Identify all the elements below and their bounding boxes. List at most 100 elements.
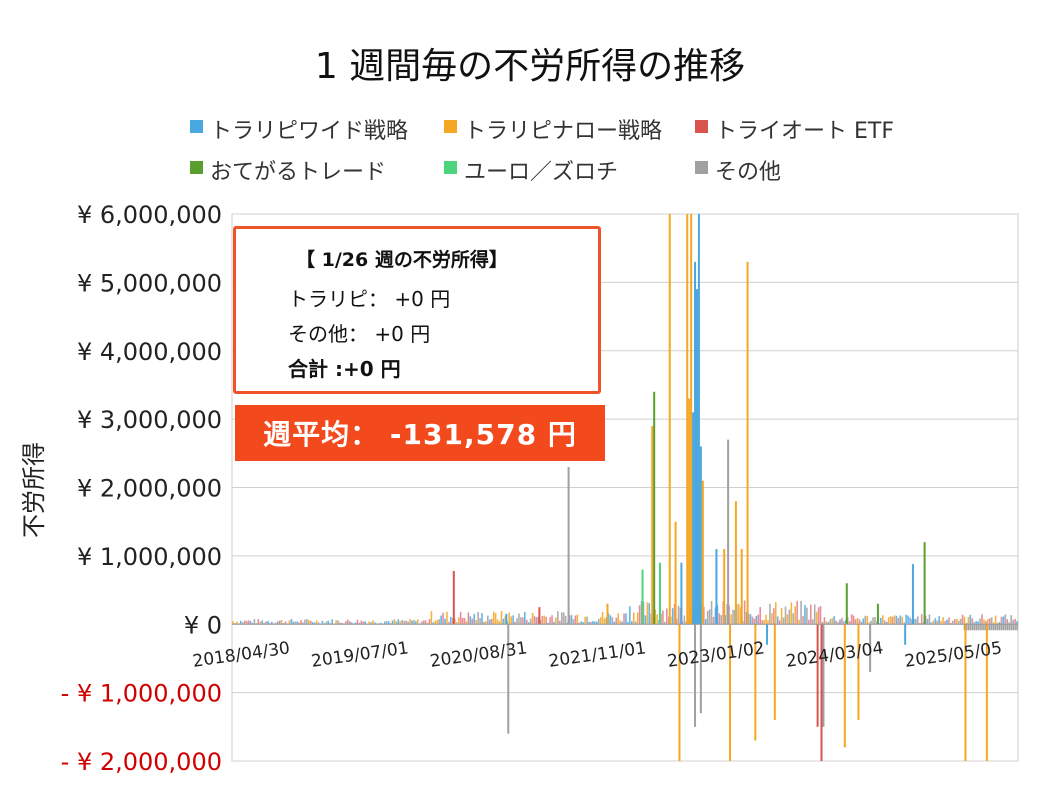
bar — [337, 620, 339, 625]
bar — [1008, 624, 1011, 631]
bar — [606, 603, 609, 625]
bar — [766, 624, 769, 645]
bar — [483, 621, 485, 625]
bar — [996, 624, 999, 631]
bar — [627, 621, 629, 625]
bar — [516, 618, 518, 625]
bar — [841, 617, 843, 625]
bar — [1010, 624, 1012, 631]
bar — [983, 624, 985, 631]
bar — [981, 624, 983, 631]
bar — [998, 621, 1001, 625]
bar — [967, 624, 970, 631]
bar — [374, 622, 376, 625]
bar — [438, 619, 441, 625]
bar — [529, 618, 532, 625]
bar — [245, 621, 248, 625]
bar — [574, 615, 577, 625]
bar — [261, 620, 263, 625]
bar — [346, 619, 349, 625]
bar — [704, 619, 707, 625]
bar — [938, 616, 941, 625]
bar — [368, 621, 370, 625]
bar — [557, 611, 559, 625]
bar — [496, 619, 499, 625]
y-tick-label: ¥ 3,000,000 — [77, 406, 222, 434]
bar — [524, 611, 526, 625]
bar — [992, 624, 995, 631]
bar — [1008, 622, 1011, 625]
bar — [767, 620, 769, 625]
bar — [864, 615, 867, 625]
bar — [1006, 619, 1009, 625]
bar — [527, 622, 530, 625]
bar — [430, 611, 433, 625]
bar — [463, 618, 466, 625]
bar — [597, 619, 600, 625]
bar — [380, 622, 382, 625]
bar — [730, 614, 732, 625]
bar — [953, 619, 956, 625]
bar — [784, 606, 787, 625]
bar — [538, 607, 541, 625]
bar — [811, 619, 814, 625]
bar — [479, 618, 481, 625]
bar — [710, 601, 713, 625]
bar — [271, 621, 273, 625]
bar — [963, 616, 966, 625]
bar — [625, 613, 627, 625]
bar — [1002, 624, 1005, 631]
bar — [973, 624, 976, 631]
bar — [718, 613, 721, 625]
bar — [1002, 616, 1005, 625]
bar — [467, 612, 470, 625]
bar — [321, 620, 324, 625]
bar — [560, 612, 563, 625]
weekly-info-box: 【 1/26 週の不労所得】 トラリピ： +0 円 その他： +0 円 合計 :… — [233, 226, 601, 394]
bar — [446, 611, 448, 625]
bar — [683, 615, 686, 625]
bar — [444, 618, 446, 625]
bar — [971, 618, 974, 625]
bar — [317, 622, 320, 625]
bar — [891, 616, 894, 625]
bar — [850, 614, 853, 625]
bar — [809, 604, 812, 625]
bar — [345, 621, 347, 625]
bar — [461, 617, 464, 625]
bar — [290, 619, 293, 625]
bar — [930, 622, 933, 625]
bar — [234, 623, 236, 625]
bar — [653, 391, 656, 625]
bar — [883, 620, 886, 625]
bar — [885, 621, 888, 625]
bar — [686, 214, 689, 625]
bar — [535, 617, 538, 625]
bar — [904, 624, 907, 645]
bar — [267, 621, 269, 625]
bar — [950, 622, 952, 625]
bar — [774, 602, 777, 625]
bar — [403, 621, 405, 625]
bar — [518, 613, 520, 625]
bar — [590, 621, 592, 625]
bar — [990, 624, 993, 631]
bar — [387, 621, 390, 625]
legend-swatch — [695, 120, 708, 133]
bar — [1014, 618, 1016, 625]
bar — [827, 622, 830, 625]
bar — [699, 624, 702, 714]
bar — [988, 618, 991, 625]
bar — [723, 549, 726, 625]
bar — [243, 620, 246, 625]
legend-swatch — [444, 120, 457, 133]
bar — [426, 622, 429, 625]
bar — [428, 619, 431, 625]
bar — [994, 624, 997, 631]
bar — [694, 624, 697, 727]
bar — [450, 616, 452, 625]
bar — [680, 562, 683, 625]
bar — [706, 610, 709, 625]
bar — [241, 622, 244, 625]
